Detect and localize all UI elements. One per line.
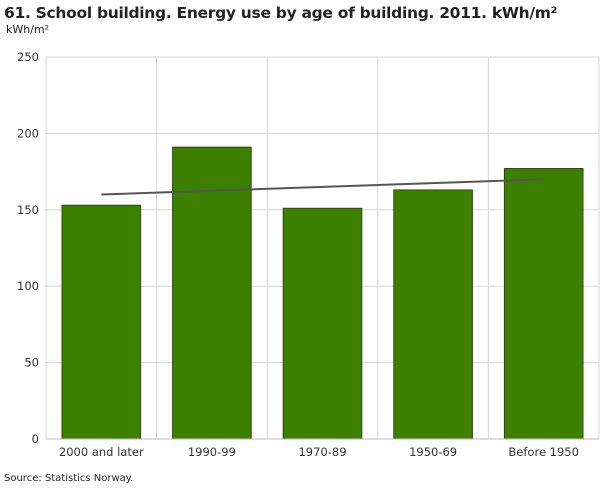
bar-2 [172, 146, 252, 440]
bar-4 [393, 189, 473, 440]
x-tick-label: Before 1950 [508, 445, 579, 459]
y-tick-label: 100 [17, 279, 39, 293]
x-tick-label: 1970-89 [298, 445, 346, 459]
y-tick-label: 0 [32, 432, 39, 446]
bar-5 [503, 168, 584, 440]
y-tick-label: 200 [17, 126, 39, 140]
source-note: Source: Statistics Norway. [4, 473, 134, 484]
y-tick-label: 250 [17, 50, 39, 64]
bar-1 [61, 204, 142, 440]
bar-3 [282, 207, 363, 440]
x-tick-label: 1950-69 [409, 445, 457, 459]
x-tick-label: 1990-99 [188, 445, 236, 459]
y-tick-label: 50 [24, 356, 39, 370]
y-tick-label: 150 [17, 203, 39, 217]
chart-title: 61. School building. Energy use by age o… [4, 4, 558, 22]
y-axis-label: kWh/m² [6, 23, 50, 36]
trend-line [101, 178, 544, 196]
x-tick-label: 2000 and later [59, 445, 144, 459]
